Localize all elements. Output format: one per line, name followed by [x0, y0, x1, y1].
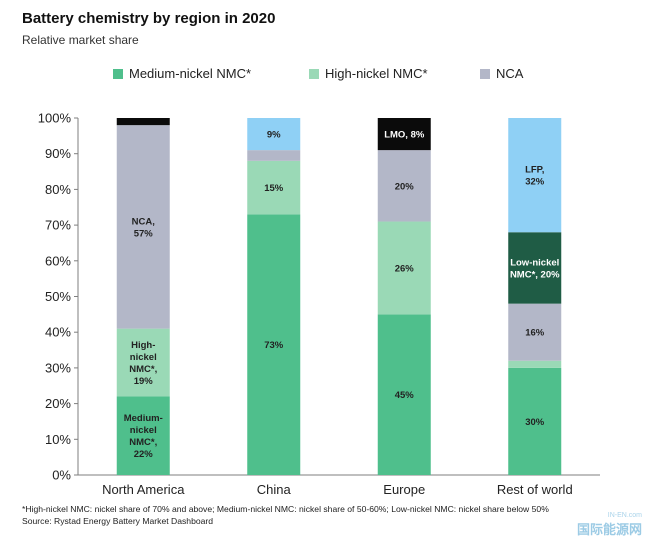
x-tick-label: North America [102, 482, 185, 497]
bar-segment [377, 221, 431, 315]
footnotes: *High-nickel NMC: nickel share of 70% an… [22, 503, 549, 527]
data-label: NCA, 57% [132, 216, 155, 239]
y-tick-label: 70% [45, 218, 71, 233]
y-tick-label: 30% [45, 360, 71, 375]
chart-title: Battery chemistry by region in 2020 [22, 10, 276, 27]
bar-segment [247, 118, 301, 151]
legend-label: Medium-nickel NMC* [129, 66, 252, 81]
watermark-text: 国际能源网 [576, 522, 642, 537]
bar-segment [508, 303, 562, 361]
footnote-definitions: *High-nickel NMC: nickel share of 70% an… [22, 504, 549, 514]
data-label: 73% [264, 340, 284, 351]
bar-segment [377, 314, 431, 475]
data-label: LFP, 32% [525, 165, 545, 188]
bar-segment [116, 118, 170, 126]
y-tick-label: 20% [45, 396, 71, 411]
bar-segment [508, 118, 562, 233]
y-tick-label: 0% [52, 468, 71, 483]
legend: Medium-nickel NMC* High-nickel NMC* NCA [0, 66, 652, 88]
bar-segment [247, 214, 301, 475]
legend-swatch [480, 68, 490, 79]
x-tick-label: Europe [383, 482, 425, 497]
data-label: 20% [395, 181, 415, 192]
data-label: 30% [525, 417, 545, 428]
legend-item: High-nickel NMC* [309, 66, 428, 81]
bar-segment [116, 396, 170, 475]
y-tick-label: 100% [38, 111, 72, 126]
bar-segment [508, 367, 562, 475]
y-tick-label: 60% [45, 253, 71, 268]
footnote-source: Source: Rystad Energy Battery Market Das… [22, 516, 214, 526]
bar-segment [247, 150, 301, 161]
bar-segment [377, 118, 431, 151]
data-label: 26% [395, 263, 415, 274]
chart-svg: 0% 10% 20% 30% 40% 50% 60% 70% 80% 90% 100% Medium-… [38, 111, 600, 497]
chart-subtitle: Relative market share [22, 33, 139, 47]
data-label: LMO, 8% [384, 130, 425, 141]
legend-label: NCA [496, 66, 524, 81]
y-tick-label: 40% [45, 325, 71, 340]
data-label: High-nickel NMC*, 19% [129, 340, 157, 387]
data-label: Medium-nickel NMC*, 22% [124, 413, 163, 460]
data-label: 15% [264, 183, 284, 194]
data-label: 9% [267, 130, 281, 141]
legend-swatch [309, 68, 319, 79]
bar-segment [116, 125, 170, 329]
y-tick-label: 10% [45, 432, 71, 447]
watermark-site: IN-EN.com [607, 512, 642, 519]
bar-segment [508, 360, 562, 368]
legend-label: High-nickel NMC* [325, 66, 428, 81]
watermark-logo: IN-EN.com 国际能源网 [577, 512, 642, 538]
x-tick-label: Rest of world [497, 482, 573, 497]
data-label: 16% [525, 328, 545, 339]
data-label: Low-nickel NMC*, 20% [510, 257, 560, 280]
legend-swatch [113, 68, 123, 79]
bar-segment [247, 160, 301, 215]
legend-item: NCA [480, 66, 523, 81]
x-tick-label: China [257, 482, 292, 497]
y-tick-label: 50% [45, 289, 71, 304]
y-tick-label: 80% [45, 182, 71, 197]
legend-item: Medium-nickel NMC* [113, 66, 251, 81]
data-label: 45% [395, 390, 415, 401]
bar-segment [377, 150, 431, 222]
y-tick-label: 90% [45, 146, 71, 161]
bar-segment [508, 232, 562, 304]
bar-segment [116, 328, 170, 397]
